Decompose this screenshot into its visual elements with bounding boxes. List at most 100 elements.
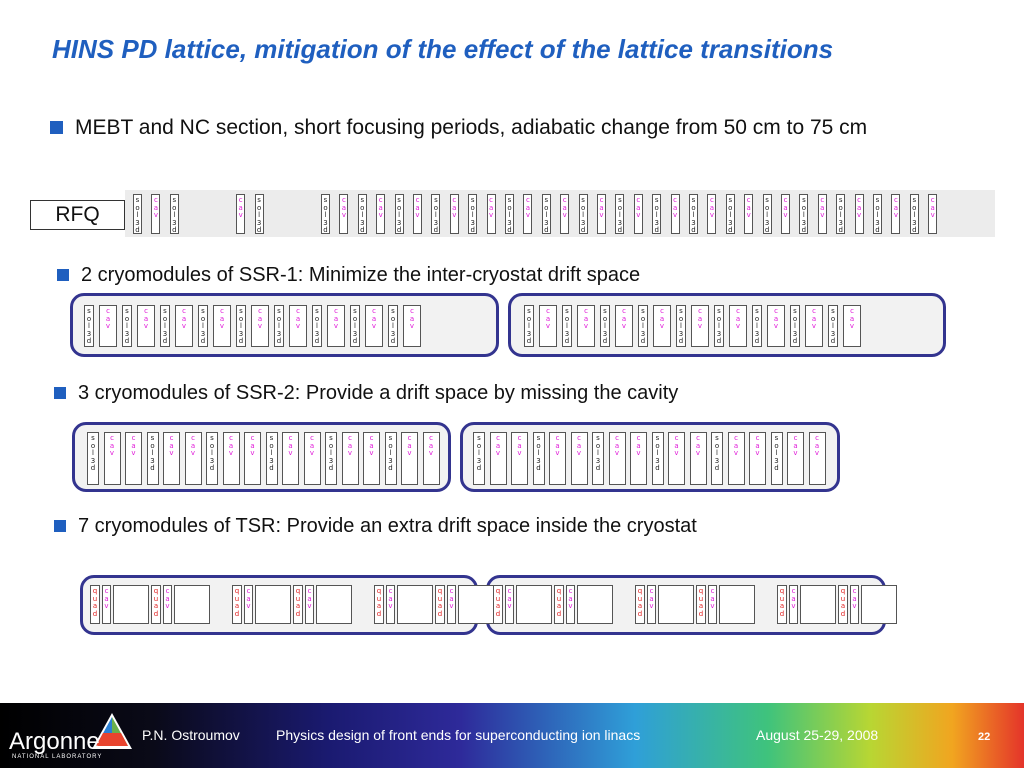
bullet-ssr1-text: 2 cryomodules of SSR-1: Minimize the int… bbox=[81, 264, 641, 286]
ssr1-cryomodule bbox=[70, 293, 499, 357]
footer-author: P.N. Ostroumov bbox=[142, 727, 240, 743]
bullet-square-icon bbox=[50, 121, 63, 134]
slide-title: HINS PD lattice, mitigation of the effec… bbox=[52, 34, 834, 64]
argonne-logo-icon bbox=[92, 713, 132, 749]
cavity-element-large bbox=[658, 585, 694, 624]
bullet-square-icon bbox=[57, 269, 69, 281]
bullet-square-icon bbox=[54, 387, 66, 399]
cavity-element-large bbox=[800, 585, 836, 624]
ssr1-cryomodule bbox=[508, 293, 946, 357]
cavity-element-large bbox=[577, 585, 613, 624]
cavity-element-large bbox=[113, 585, 149, 624]
bullet-ssr2: 3 cryomodules of SSR-2: Provide a drift … bbox=[54, 380, 678, 406]
footer-talk-title: Physics design of front ends for superco… bbox=[276, 727, 641, 743]
cavity-element-large bbox=[316, 585, 352, 624]
logo-text: Argonne bbox=[9, 728, 100, 755]
rfq-box: RFQ bbox=[30, 200, 125, 230]
footer-date: August 25-29, 2008 bbox=[756, 727, 879, 743]
bullet-mebt-text: MEBT and NC section, short focusing peri… bbox=[75, 116, 868, 139]
bullet-ssr2-text: 3 cryomodules of SSR-2: Provide a drift … bbox=[78, 382, 679, 404]
